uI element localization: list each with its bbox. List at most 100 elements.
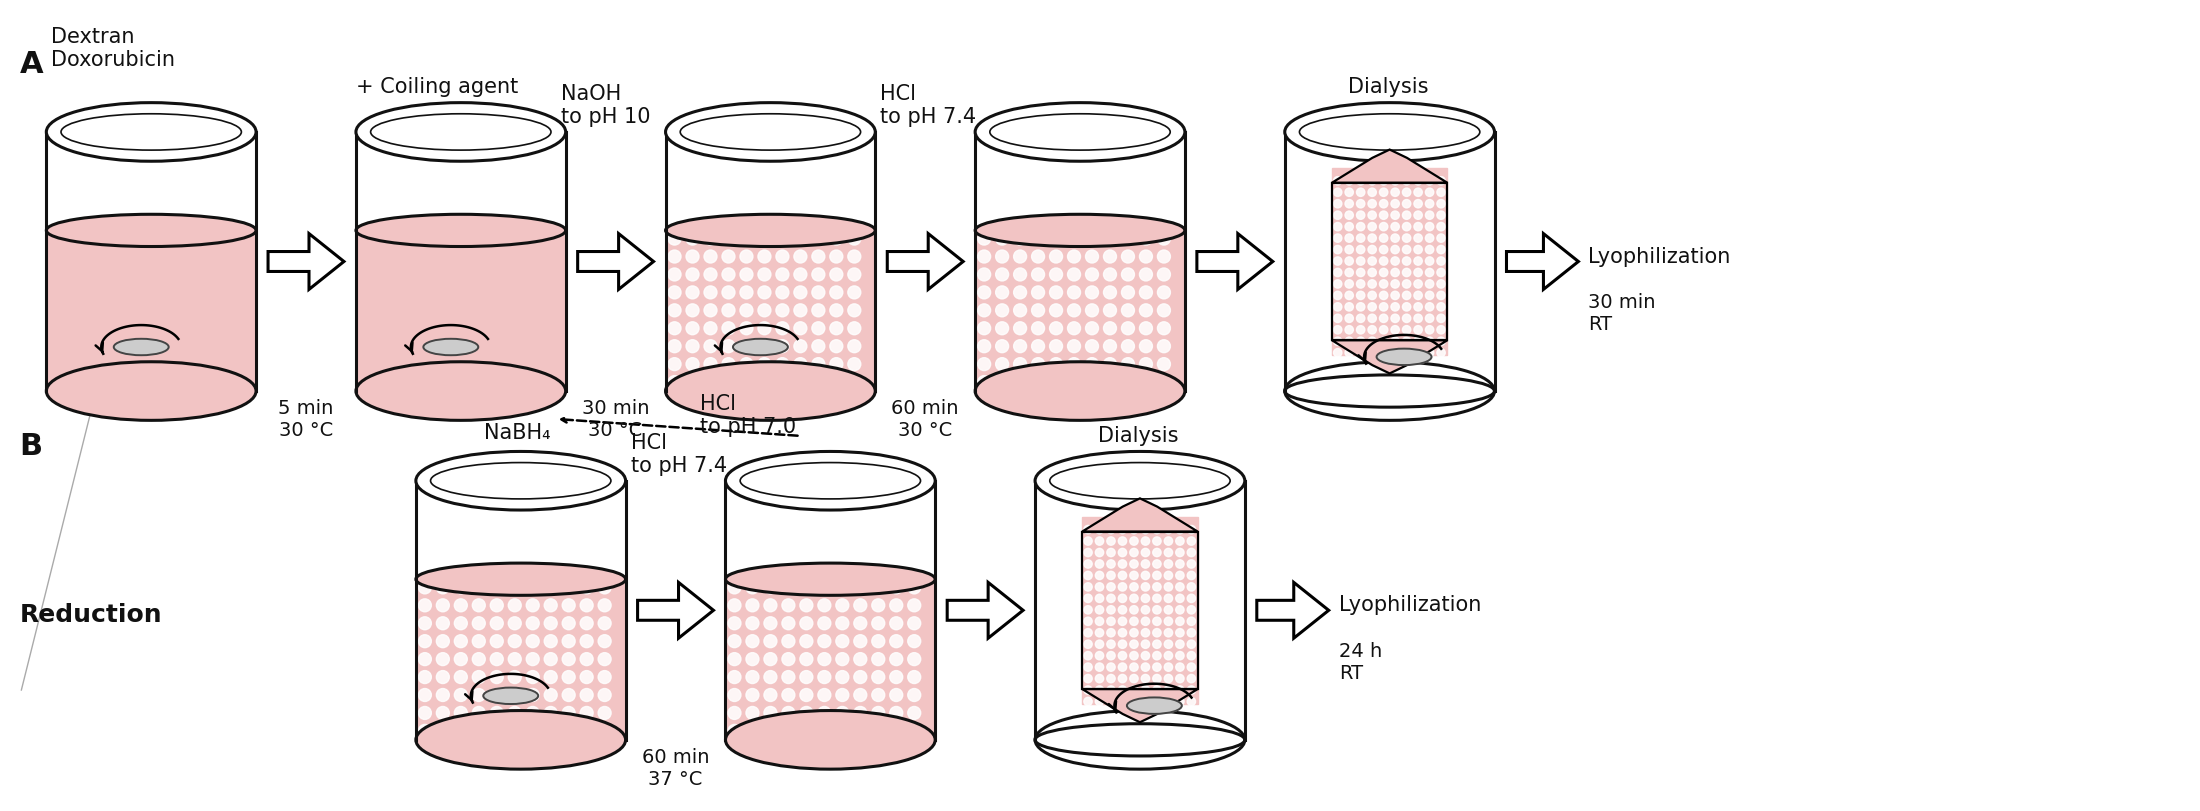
- Ellipse shape: [416, 563, 625, 595]
- Polygon shape: [1507, 234, 1577, 290]
- Circle shape: [1333, 280, 1342, 288]
- Circle shape: [1153, 560, 1162, 569]
- Circle shape: [836, 617, 849, 629]
- Circle shape: [1357, 337, 1364, 345]
- Circle shape: [1164, 571, 1173, 580]
- Circle shape: [1379, 177, 1388, 185]
- Circle shape: [728, 671, 741, 684]
- Circle shape: [669, 375, 682, 388]
- Circle shape: [829, 322, 843, 335]
- Text: B: B: [20, 431, 42, 461]
- Circle shape: [1175, 583, 1184, 591]
- Circle shape: [1153, 675, 1162, 683]
- Circle shape: [1188, 617, 1195, 625]
- Circle shape: [818, 581, 832, 594]
- Circle shape: [1415, 257, 1421, 265]
- Circle shape: [581, 581, 594, 594]
- Circle shape: [1096, 675, 1104, 683]
- Circle shape: [1333, 246, 1342, 254]
- Circle shape: [508, 689, 521, 702]
- Circle shape: [759, 268, 770, 281]
- Circle shape: [847, 304, 860, 317]
- Circle shape: [1368, 325, 1377, 334]
- Circle shape: [854, 599, 867, 611]
- Circle shape: [1426, 280, 1434, 288]
- Circle shape: [728, 706, 741, 719]
- Circle shape: [847, 340, 860, 353]
- Circle shape: [1379, 188, 1388, 196]
- Circle shape: [1344, 314, 1353, 323]
- Circle shape: [704, 286, 717, 299]
- Circle shape: [508, 653, 521, 666]
- Circle shape: [1357, 291, 1364, 299]
- Circle shape: [1118, 675, 1126, 683]
- Circle shape: [812, 375, 825, 388]
- Circle shape: [1157, 250, 1170, 263]
- Circle shape: [1188, 686, 1195, 694]
- Circle shape: [1437, 246, 1445, 254]
- Circle shape: [836, 635, 849, 648]
- Circle shape: [563, 689, 574, 702]
- Circle shape: [1032, 358, 1045, 371]
- Ellipse shape: [1285, 375, 1494, 407]
- Circle shape: [801, 635, 812, 648]
- Circle shape: [1104, 340, 1115, 353]
- Circle shape: [818, 599, 832, 611]
- Circle shape: [1142, 537, 1151, 545]
- Circle shape: [977, 232, 990, 245]
- Circle shape: [1104, 322, 1115, 335]
- Ellipse shape: [1300, 114, 1481, 150]
- Circle shape: [1140, 358, 1153, 371]
- Polygon shape: [1331, 341, 1448, 373]
- Text: Dextran
Doxorubicin: Dextran Doxorubicin: [51, 27, 176, 71]
- Circle shape: [1333, 303, 1342, 311]
- Circle shape: [1104, 250, 1115, 263]
- Circle shape: [977, 375, 990, 388]
- Circle shape: [491, 617, 504, 629]
- Circle shape: [1390, 268, 1399, 277]
- Circle shape: [1104, 304, 1115, 317]
- Circle shape: [777, 375, 790, 388]
- Circle shape: [1333, 337, 1342, 345]
- Circle shape: [722, 358, 735, 371]
- Circle shape: [491, 581, 504, 594]
- Circle shape: [1437, 188, 1445, 196]
- Ellipse shape: [990, 114, 1170, 150]
- Circle shape: [1049, 358, 1063, 371]
- Circle shape: [1357, 188, 1364, 196]
- Circle shape: [1415, 188, 1421, 196]
- Circle shape: [1104, 358, 1115, 371]
- Ellipse shape: [62, 114, 242, 150]
- Text: + Coiling agent: + Coiling agent: [356, 77, 519, 97]
- Circle shape: [1390, 177, 1399, 185]
- Circle shape: [889, 581, 902, 594]
- Circle shape: [1107, 663, 1115, 672]
- Circle shape: [1175, 697, 1184, 706]
- Circle shape: [1437, 314, 1445, 323]
- Circle shape: [829, 375, 843, 388]
- Circle shape: [1085, 686, 1091, 694]
- Circle shape: [836, 706, 849, 719]
- Circle shape: [491, 689, 504, 702]
- Circle shape: [418, 635, 431, 648]
- Circle shape: [1437, 234, 1445, 242]
- Circle shape: [1188, 571, 1195, 580]
- Circle shape: [1426, 177, 1434, 185]
- Circle shape: [1333, 349, 1342, 357]
- Circle shape: [418, 653, 431, 666]
- Circle shape: [1122, 322, 1135, 335]
- Text: HCl
to pH 7.0: HCl to pH 7.0: [700, 394, 796, 437]
- Circle shape: [977, 304, 990, 317]
- Circle shape: [1142, 617, 1151, 625]
- Circle shape: [1122, 358, 1135, 371]
- Circle shape: [1049, 322, 1063, 335]
- Ellipse shape: [431, 462, 612, 499]
- Circle shape: [1401, 257, 1410, 265]
- Circle shape: [1426, 314, 1434, 323]
- Circle shape: [1357, 234, 1364, 242]
- Circle shape: [1164, 697, 1173, 706]
- Circle shape: [1368, 177, 1377, 185]
- Circle shape: [1437, 303, 1445, 311]
- Circle shape: [1415, 234, 1421, 242]
- Circle shape: [1096, 571, 1104, 580]
